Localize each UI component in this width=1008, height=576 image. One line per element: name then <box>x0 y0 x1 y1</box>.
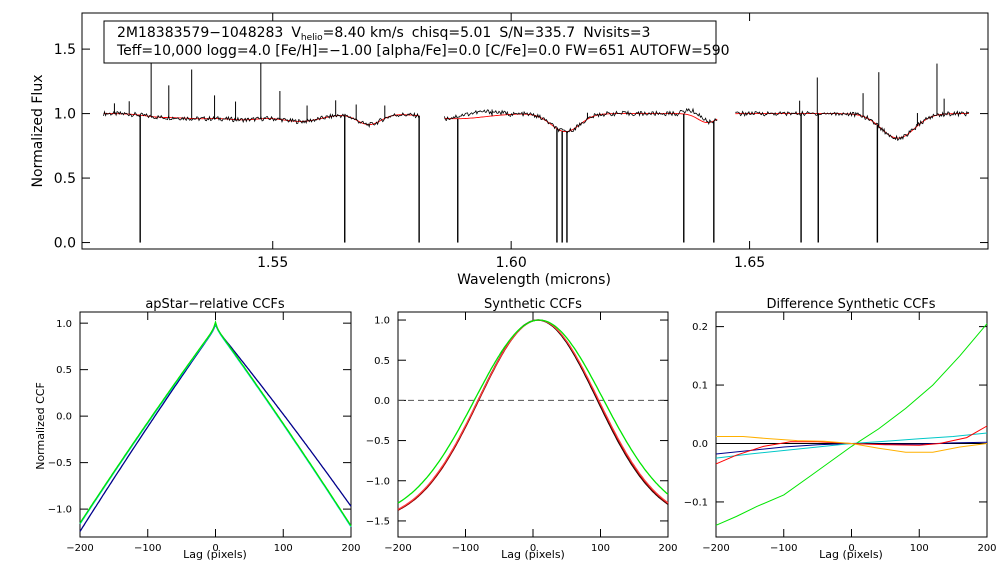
difference-ccf-line-cyan <box>715 432 988 459</box>
synthetic-ccf-ytick-label: −1.5 <box>366 517 390 528</box>
spectrum-panel: 1.55 1.60 1.65 0.0 0.5 1.0 1.5 Wavelength (mic… <box>30 12 989 288</box>
difference-ccf-axes-frame <box>715 311 988 538</box>
difference-ccf-ytick-label: −0.1 <box>684 498 708 509</box>
apstar-ccf-ytick-label: 0.5 <box>56 365 72 376</box>
synthetic-ccf-x-label: Lag (pixels) <box>501 548 565 561</box>
chisq-value: chisq=5.01 <box>412 25 492 41</box>
vhelio-subscript: helio <box>301 33 323 43</box>
apstar-ccf-line-visit-3 <box>79 320 352 527</box>
synthetic-ccf-xtick-label: 200 <box>658 543 677 554</box>
synthetic-ccf-title: Synthetic CCFs <box>484 297 582 312</box>
difference-ccf-panel: −200 −100 0 100 200 −0.1 0.0 0.1 0.2 Difference … <box>684 297 997 561</box>
synthetic-ccf-ytick-label: 1.0 <box>374 316 390 327</box>
difference-ccf-xtick-label: 0 <box>848 543 854 554</box>
apstar-ccf-line-visit-1 <box>79 322 352 532</box>
nvisits-value: Nvisits=3 <box>583 25 650 41</box>
difference-ccf-xtick-label: 100 <box>910 543 929 554</box>
star-id: 2M18383579−1048283 <box>117 25 283 41</box>
apstar-ccf-ytick-label: −1.0 <box>48 505 72 516</box>
spectrum-x-label: Wavelength (microns) <box>457 272 611 288</box>
info-line-1: 2M18383579−1048283 Vhelio=8.40 km/s chisq=… <box>117 25 650 43</box>
apstar-ccf-x-label: Lag (pixels) <box>183 548 247 561</box>
apstar-ccf-xtick-label: −200 <box>66 543 93 554</box>
spectrum-y-label: Normalized Flux <box>30 75 46 188</box>
difference-ccf-title: Difference Synthetic CCFs <box>766 297 935 312</box>
synthetic-ccf-ytick-label: 0.0 <box>374 396 390 407</box>
vhelio-symbol: V <box>291 25 301 41</box>
difference-ccf-line-green <box>715 323 988 526</box>
apstar-ccf-title: apStar−relative CCFs <box>145 297 285 312</box>
spectrum-xtick-label: 1.60 <box>496 255 527 271</box>
difference-ccf-xtick-label: −200 <box>702 543 729 554</box>
synthetic-ccf-panel: −200 −100 0 100 200 −1.5 −1.0 −0.5 0.0 0.5 1.0 Syn… <box>366 297 678 561</box>
apstar-ccf-line-visit-2 <box>79 321 352 528</box>
spectrum-observed-segment <box>444 107 718 135</box>
synthetic-ccf-axes-frame <box>397 311 669 538</box>
difference-ccf-xtick-label: −100 <box>770 543 797 554</box>
apstar-ccf-ytick-label: 0.0 <box>56 412 72 423</box>
apstar-ccf-series <box>79 320 352 532</box>
spectrum-ytick-label: 0.5 <box>54 171 76 187</box>
synthetic-ccf-ytick-label: 0.5 <box>374 356 390 367</box>
spectrum-info-box: 2M18383579−1048283 Vhelio=8.40 km/s chisq=… <box>103 20 730 64</box>
spectrum-axes-frame <box>81 12 989 250</box>
spectrum-xtick-label: 1.55 <box>257 255 288 271</box>
spectrum-observed-lines <box>103 47 970 243</box>
apstar-ccf-xtick-label: −100 <box>134 543 161 554</box>
apstar-ccf-panel: −200 −100 0 100 200 −1.0 −0.5 0.0 0.5 1.0 apStar−… <box>34 297 361 561</box>
synthetic-ccf-xtick-label: 100 <box>591 543 610 554</box>
spectrum-model-segment <box>735 113 969 139</box>
spectrum-model-segment <box>444 113 718 133</box>
apstar-ccf-y-label: Normalized CCF <box>34 382 47 470</box>
snr-value: S/N=335.7 <box>499 25 575 41</box>
info-box-frame <box>103 20 717 64</box>
synthetic-ccf-xtick-label: −100 <box>452 543 479 554</box>
apstar-ccf-ytick-label: 1.0 <box>56 319 72 330</box>
difference-ccf-x-label: Lag (pixels) <box>819 548 883 561</box>
apstar-ccf-ytick-label: −0.5 <box>48 458 72 469</box>
difference-ccf-ytick-label: 0.1 <box>692 381 708 392</box>
spectrum-ytick-label: 1.0 <box>54 107 76 123</box>
difference-ccf-ytick-label: 0.0 <box>692 439 708 450</box>
apstar-ccf-xtick-label: 0 <box>212 543 218 554</box>
info-line-2: Teff=10,000 logg=4.0 [Fe/H]=−1.00 [alpha… <box>116 43 730 59</box>
synthetic-ccf-xtick-label: 0 <box>530 543 536 554</box>
synthetic-ccf-ytick-label: −1.0 <box>366 476 390 487</box>
difference-ccf-ytick-label: 0.2 <box>692 322 708 333</box>
synthetic-ccf-line-visit-3 <box>397 319 669 510</box>
synthetic-ccf-line-visit-4 <box>397 319 669 504</box>
synthetic-ccf-xtick-label: −200 <box>384 543 411 554</box>
spectrum-observed-segment <box>735 110 970 141</box>
synthetic-ccf-ytick-label: −0.5 <box>366 436 390 447</box>
apstar-ccf-xtick-label: 200 <box>341 543 360 554</box>
spectrum-ytick-label: 1.5 <box>54 42 76 58</box>
synthetic-ccf-series <box>397 319 669 511</box>
apstar-ccf-ticks: −200 −100 0 100 200 −1.0 −0.5 0.0 0.5 1.0 <box>48 312 361 554</box>
synthetic-ccf-line-visit-1 <box>397 319 669 511</box>
difference-ccf-series <box>715 323 988 526</box>
difference-ccf-line-red <box>715 425 988 465</box>
apstar-ccf-axes-frame <box>79 311 352 538</box>
synthetic-ccf-ticks: −200 −100 0 100 200 −1.5 −1.0 −0.5 0.0 0.5 1.0 <box>366 312 678 554</box>
spectrum-xtick-label: 1.65 <box>734 255 765 271</box>
synthetic-ccf-line-visit-2 <box>397 319 669 511</box>
spectrum-ticks: 1.55 1.60 1.65 0.0 0.5 1.0 1.5 <box>54 13 988 271</box>
difference-ccf-line-orange <box>716 436 988 453</box>
apstar-ccf-xtick-label: 100 <box>274 543 293 554</box>
vhelio-value: =8.40 km/s <box>323 25 404 41</box>
difference-ccf-ticks: −200 −100 0 100 200 −0.1 0.0 0.1 0.2 <box>684 312 997 554</box>
spectrum-observed-segment <box>103 110 420 129</box>
spectrum-ytick-label: 0.0 <box>54 236 76 252</box>
difference-ccf-xtick-label: 200 <box>977 543 996 554</box>
